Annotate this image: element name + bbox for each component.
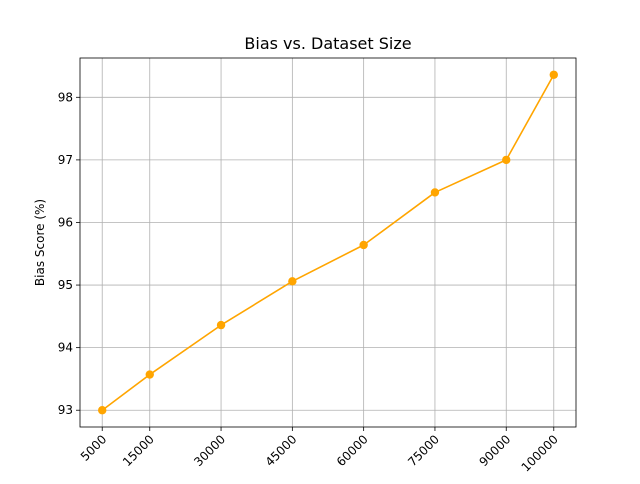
data-point <box>549 70 558 79</box>
y-tick-label: 93 <box>58 403 73 417</box>
data-point <box>145 370 154 379</box>
series-layer <box>101 74 555 411</box>
data-point <box>359 240 368 250</box>
chart-title: Bias vs. Dataset Size <box>244 34 411 53</box>
data-point <box>502 155 511 165</box>
y-axis-ticks: 93 94 95 96 97 98 <box>58 90 80 417</box>
y-tick-label: 97 <box>58 153 73 167</box>
data-point <box>288 277 297 286</box>
y-tick-label: 95 <box>58 278 73 292</box>
data-point <box>430 188 440 197</box>
data-point <box>216 320 226 330</box>
y-tick-label: 96 <box>58 215 73 229</box>
data-point <box>98 406 107 415</box>
series-line <box>101 74 555 411</box>
axes-frame <box>79 57 577 428</box>
y-tick-label: 94 <box>58 341 73 355</box>
y-axis-label: Bias Score (%) <box>33 199 47 286</box>
marker-layer <box>98 70 558 415</box>
y-tick-label: 98 <box>58 90 73 104</box>
